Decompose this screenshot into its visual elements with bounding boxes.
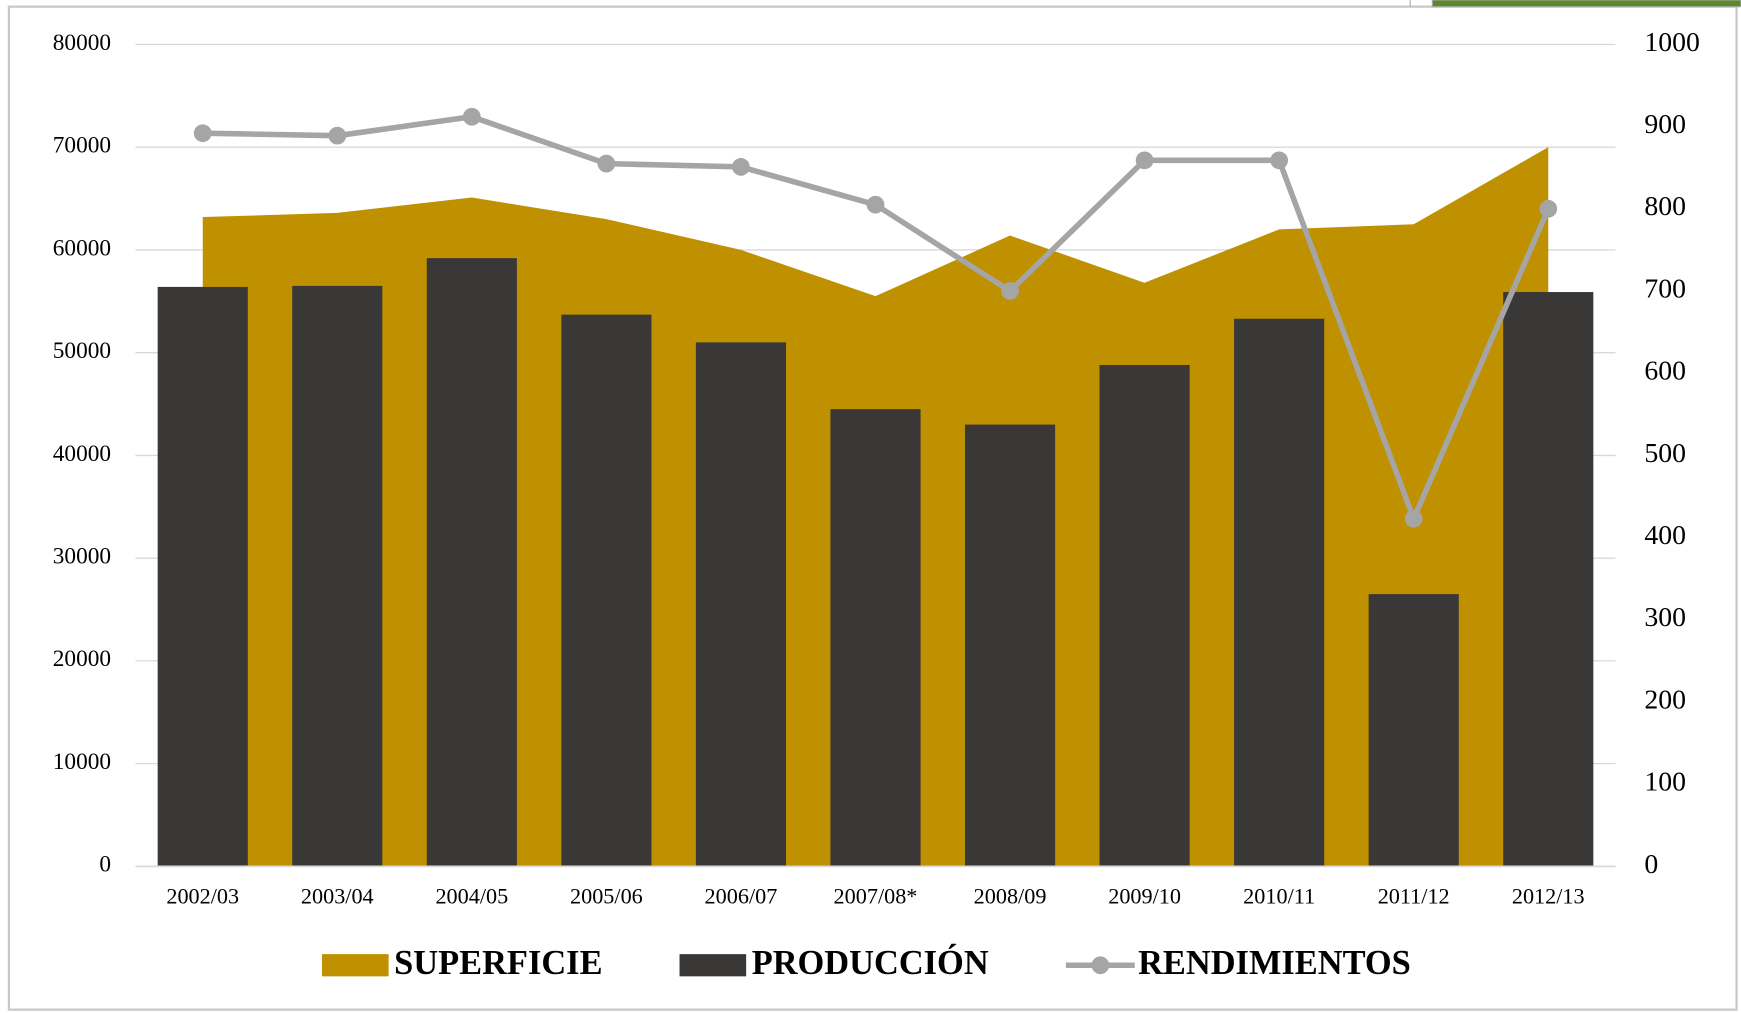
bar xyxy=(561,314,652,867)
line-marker xyxy=(732,158,750,176)
y-tick-label: 10000 xyxy=(53,749,111,775)
y2-tick-label: 700 xyxy=(1644,273,1686,304)
bar xyxy=(1503,292,1594,867)
y2-tick-label: 500 xyxy=(1644,438,1686,469)
y-tick-label: 60000 xyxy=(53,235,111,261)
legend-swatch xyxy=(321,954,389,977)
bar xyxy=(830,409,921,867)
y2-tick-label: 300 xyxy=(1644,602,1686,633)
bar xyxy=(964,424,1056,867)
y2-tick-label: 100 xyxy=(1644,767,1686,798)
y2-tick-label: 1000 xyxy=(1644,27,1699,58)
y-tick-label: 20000 xyxy=(53,646,111,672)
x-tick-label: 2009/10 xyxy=(1108,884,1181,909)
x-tick-label: 2005/06 xyxy=(570,884,643,909)
x-tick-label: 2003/04 xyxy=(301,884,374,909)
x-tick-label: 2010/11 xyxy=(1243,884,1315,909)
line-marker xyxy=(1001,282,1019,300)
y2-tick-label: 600 xyxy=(1644,356,1686,387)
legend-marker xyxy=(1091,956,1110,975)
x-tick-label: 2012/13 xyxy=(1512,884,1585,909)
legend-label: PRODUCCIÓN xyxy=(752,944,989,982)
legend-label: SUPERFICIE xyxy=(394,944,602,982)
bar xyxy=(1368,594,1459,867)
y-tick-label: 0 xyxy=(99,852,111,878)
bar xyxy=(1234,318,1325,867)
line-marker xyxy=(193,124,212,143)
bar xyxy=(292,285,383,867)
legend-swatch xyxy=(679,954,747,977)
legend-label: RENDIMIENTOS xyxy=(1138,944,1411,982)
y-tick-label: 70000 xyxy=(53,133,111,159)
bar xyxy=(695,342,787,867)
line-marker xyxy=(1404,509,1423,528)
line-marker xyxy=(1135,151,1154,170)
x-tick-label: 2007/08* xyxy=(834,884,918,909)
line-marker xyxy=(597,154,616,173)
y2-tick-label: 200 xyxy=(1644,684,1686,715)
line-marker xyxy=(462,107,481,126)
y-tick-label: 40000 xyxy=(53,441,111,467)
corner-decoration xyxy=(1409,0,1741,8)
y2-tick-label: 0 xyxy=(1644,849,1658,880)
y2-tick-label: 800 xyxy=(1644,191,1686,222)
x-tick-label: 2006/07 xyxy=(705,884,778,909)
y-tick-label: 80000 xyxy=(53,30,111,56)
line-marker xyxy=(1539,199,1558,218)
x-tick-label: 2011/12 xyxy=(1378,884,1450,909)
y-tick-label: 50000 xyxy=(53,338,111,364)
y-tick-label: 30000 xyxy=(53,544,111,570)
x-tick-label: 2004/05 xyxy=(435,884,508,909)
x-tick-label: 2002/03 xyxy=(166,884,239,909)
bar xyxy=(157,286,248,867)
line-marker xyxy=(1270,151,1289,170)
bar xyxy=(426,258,517,867)
y2-tick-label: 400 xyxy=(1644,520,1686,551)
y2-tick-label: 900 xyxy=(1644,109,1686,140)
line-marker xyxy=(866,195,885,214)
x-tick-label: 2008/09 xyxy=(974,884,1047,909)
bar xyxy=(1099,364,1190,867)
line-marker xyxy=(328,126,347,145)
